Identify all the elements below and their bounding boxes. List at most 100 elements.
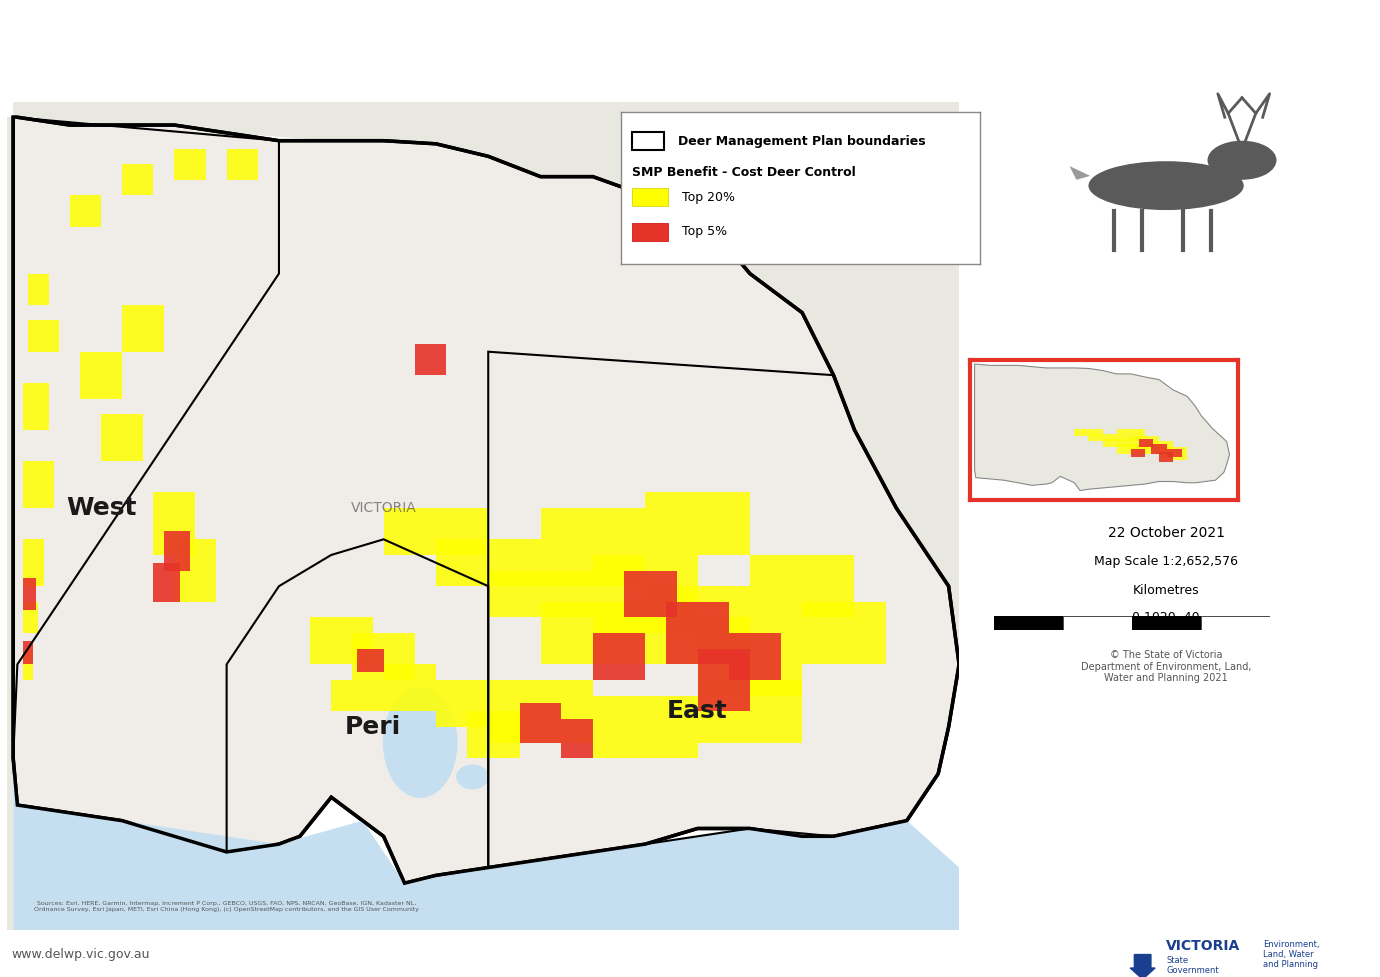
Bar bbox=[384, 664, 436, 711]
Polygon shape bbox=[14, 102, 959, 664]
Bar bbox=[352, 633, 415, 680]
Bar bbox=[121, 305, 164, 352]
Bar bbox=[646, 586, 749, 664]
Bar bbox=[1167, 449, 1181, 457]
Bar bbox=[593, 633, 646, 680]
Circle shape bbox=[1208, 141, 1276, 180]
Text: State
Government: State Government bbox=[1166, 956, 1219, 975]
Bar bbox=[1159, 446, 1187, 459]
Text: Source: DELWP BSK: Source: DELWP BSK bbox=[17, 57, 179, 74]
Polygon shape bbox=[14, 758, 959, 930]
Bar bbox=[153, 563, 179, 602]
Text: West: West bbox=[66, 496, 137, 520]
Bar bbox=[1140, 439, 1154, 446]
Bar bbox=[22, 461, 54, 508]
Ellipse shape bbox=[1089, 161, 1243, 210]
Text: Sources: Esri, HERE, Garmin, Intermap, increment P Corp., GEBCO, USGS, FAO, NPS,: Sources: Esri, HERE, Garmin, Intermap, i… bbox=[34, 901, 420, 913]
Bar bbox=[489, 571, 593, 617]
Bar bbox=[541, 508, 646, 586]
Bar bbox=[667, 602, 729, 664]
Bar bbox=[632, 188, 668, 206]
Text: Deer Management Plan boundaries: Deer Management Plan boundaries bbox=[679, 135, 926, 148]
Text: Kilometres: Kilometres bbox=[1133, 584, 1199, 597]
Bar bbox=[226, 149, 258, 180]
Bar bbox=[28, 274, 48, 305]
Bar bbox=[697, 649, 749, 711]
Bar bbox=[101, 414, 144, 461]
Bar bbox=[153, 492, 195, 555]
Bar bbox=[1130, 449, 1145, 457]
Text: N: N bbox=[933, 110, 944, 124]
Bar bbox=[489, 680, 593, 743]
Bar bbox=[415, 344, 446, 375]
Circle shape bbox=[384, 688, 457, 797]
Bar bbox=[22, 578, 36, 610]
Bar bbox=[593, 696, 697, 758]
Bar bbox=[697, 617, 802, 696]
Bar bbox=[1201, 616, 1270, 630]
Text: VICTORIA: VICTORIA bbox=[1166, 939, 1241, 953]
Polygon shape bbox=[1217, 160, 1253, 176]
Text: © The State of Victoria
Department of Environment, Land,
Water and Planning 2021: © The State of Victoria Department of En… bbox=[1081, 651, 1252, 683]
Bar bbox=[646, 492, 749, 555]
Bar bbox=[28, 320, 59, 352]
Bar bbox=[436, 680, 489, 727]
Bar bbox=[1063, 616, 1132, 630]
Bar bbox=[80, 352, 121, 399]
Bar bbox=[697, 680, 802, 743]
Bar bbox=[384, 508, 489, 555]
Bar bbox=[632, 132, 664, 150]
Text: www.delwp.vic.gov.au: www.delwp.vic.gov.au bbox=[11, 948, 149, 961]
Text: Peri: Peri bbox=[345, 715, 402, 739]
Polygon shape bbox=[14, 117, 959, 883]
Text: Map Scale 1:2,652,576: Map Scale 1:2,652,576 bbox=[1094, 555, 1238, 568]
Text: East: East bbox=[667, 700, 727, 723]
Text: Strategic Management Prospects (SMP 3.0): Benefit - Cost Deer Control - Top 5% &: Strategic Management Prospects (SMP 3.0)… bbox=[17, 19, 1260, 42]
Bar bbox=[22, 649, 33, 680]
Text: Top 5%: Top 5% bbox=[682, 226, 727, 238]
Bar bbox=[174, 149, 206, 180]
Text: VICTORIA: VICTORIA bbox=[351, 501, 417, 515]
Bar bbox=[1130, 437, 1159, 449]
Polygon shape bbox=[1070, 166, 1090, 180]
Bar bbox=[1145, 442, 1173, 454]
Text: 0 1020  40: 0 1020 40 bbox=[1132, 612, 1201, 624]
Bar bbox=[174, 539, 217, 602]
Bar bbox=[22, 641, 33, 664]
Bar bbox=[1159, 451, 1173, 462]
Bar bbox=[468, 711, 520, 758]
Bar bbox=[624, 571, 676, 617]
Bar bbox=[1116, 429, 1145, 442]
Bar bbox=[729, 633, 781, 680]
Text: 22 October 2021: 22 October 2021 bbox=[1108, 526, 1224, 539]
Bar bbox=[1132, 616, 1201, 630]
Bar bbox=[1151, 445, 1167, 454]
Bar bbox=[632, 223, 668, 241]
Bar bbox=[749, 555, 854, 617]
Bar bbox=[22, 539, 44, 586]
Bar bbox=[357, 649, 384, 672]
Text: Top 20%: Top 20% bbox=[682, 191, 736, 203]
Bar bbox=[121, 164, 153, 195]
Bar bbox=[802, 602, 886, 664]
Bar bbox=[520, 703, 562, 743]
Bar bbox=[69, 195, 101, 227]
Text: SMP Benefit - Cost Deer Control: SMP Benefit - Cost Deer Control bbox=[632, 166, 856, 180]
Bar bbox=[1075, 429, 1103, 437]
Bar bbox=[1089, 434, 1116, 442]
Polygon shape bbox=[974, 364, 1230, 490]
Text: Environment,
Land, Water
and Planning: Environment, Land, Water and Planning bbox=[1263, 940, 1319, 969]
FancyArrow shape bbox=[1130, 955, 1155, 977]
Bar bbox=[436, 539, 541, 586]
Bar bbox=[164, 531, 190, 571]
Bar bbox=[22, 602, 39, 633]
Ellipse shape bbox=[457, 765, 489, 788]
Bar bbox=[593, 555, 697, 633]
Bar bbox=[22, 383, 48, 430]
Bar bbox=[331, 680, 384, 711]
Bar bbox=[1116, 445, 1145, 454]
Bar bbox=[562, 719, 593, 758]
Bar bbox=[310, 617, 373, 664]
Bar bbox=[1103, 439, 1130, 446]
Bar bbox=[994, 616, 1063, 630]
